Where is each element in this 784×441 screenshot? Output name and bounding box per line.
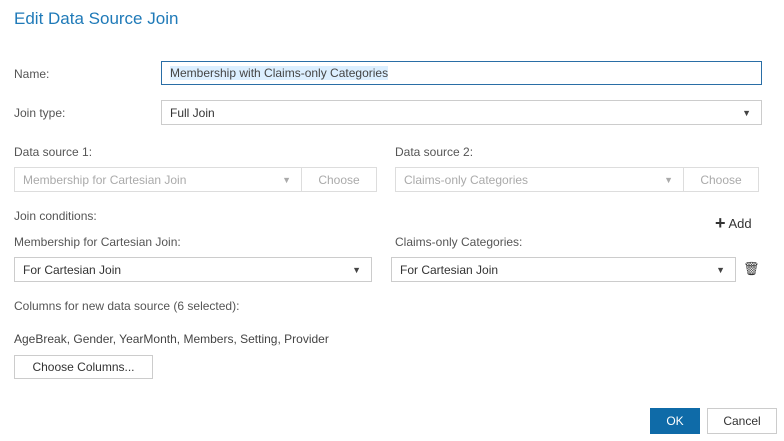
name-label: Name:	[14, 67, 50, 81]
name-input[interactable]: Membership with Claims-only Categories	[161, 61, 762, 85]
add-condition-button[interactable]: + Add	[715, 213, 752, 234]
join-type-select[interactable]: Full Join ▼	[161, 100, 762, 125]
chevron-down-icon: ▼	[352, 264, 361, 275]
plus-icon: +	[715, 213, 726, 233]
ds2-label: Data source 2:	[395, 145, 474, 159]
chevron-down-icon: ▼	[282, 174, 291, 185]
chevron-down-icon: ▼	[664, 174, 673, 185]
chevron-down-icon: ▼	[716, 264, 725, 275]
columns-label: Columns for new data source (6 selected)…	[14, 299, 240, 313]
ok-button[interactable]: OK	[650, 408, 700, 434]
ds1-choose-button[interactable]: Choose	[301, 167, 377, 192]
join-conditions-label: Join conditions:	[14, 209, 97, 223]
left-condition-select[interactable]: For Cartesian Join ▼	[14, 257, 372, 282]
dialog-title: Edit Data Source Join	[14, 9, 179, 28]
ds1-label: Data source 1:	[14, 145, 93, 159]
right-condition-value: For Cartesian Join	[400, 262, 499, 277]
name-value: Membership with Claims-only Categories	[170, 66, 389, 80]
left-condition-label: Membership for Cartesian Join:	[14, 235, 181, 249]
cancel-button[interactable]: Cancel	[707, 408, 777, 434]
ds2-choose-button[interactable]: Choose	[683, 167, 759, 192]
join-type-label: Join type:	[14, 106, 66, 120]
ds2-value: Claims-only Categories	[404, 172, 529, 187]
right-condition-select[interactable]: For Cartesian Join ▼	[391, 257, 736, 282]
ds1-value: Membership for Cartesian Join	[23, 172, 187, 187]
ds2-select[interactable]: Claims-only Categories ▼	[395, 167, 684, 192]
add-label: Add	[728, 216, 752, 231]
chevron-down-icon: ▼	[742, 107, 751, 118]
columns-list: AgeBreak, Gender, YearMonth, Members, Se…	[14, 332, 329, 346]
ds1-select[interactable]: Membership for Cartesian Join ▼	[14, 167, 302, 192]
join-type-value: Full Join	[170, 105, 215, 120]
choose-columns-button[interactable]: Choose Columns...	[14, 355, 153, 379]
trash-icon[interactable]: 🗑	[743, 261, 760, 276]
left-condition-value: For Cartesian Join	[23, 262, 122, 277]
right-condition-label: Claims-only Categories:	[395, 235, 523, 249]
